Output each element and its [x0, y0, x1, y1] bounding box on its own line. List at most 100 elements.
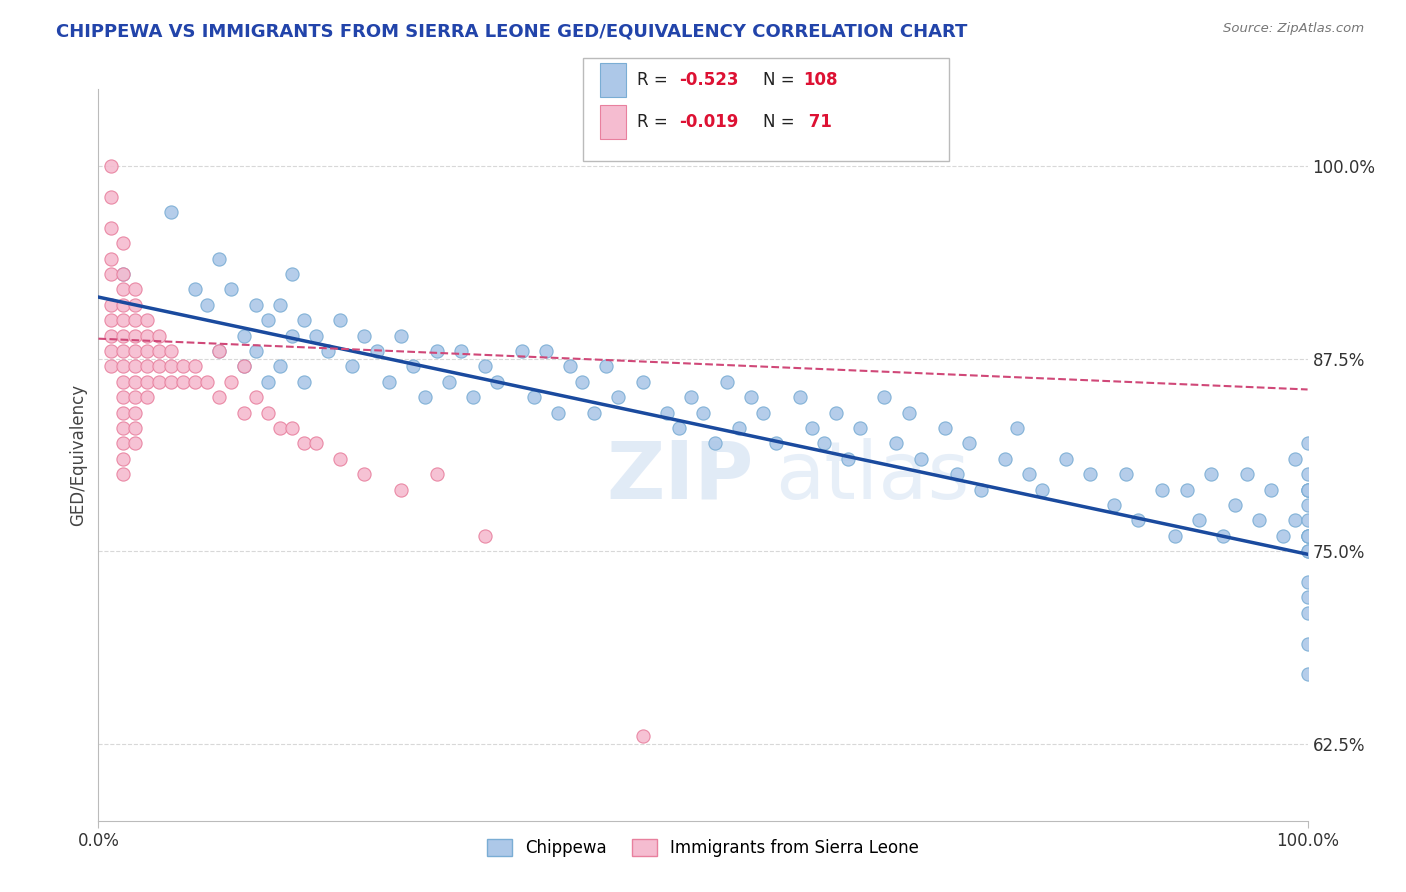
Point [426, 343, 449, 358]
Point [1018, 467, 1040, 482]
Point [124, 421, 146, 435]
Text: atlas: atlas [776, 438, 970, 516]
Point [135, 328, 157, 343]
Point [111, 236, 134, 251]
Point [1296, 467, 1319, 482]
Point [631, 729, 654, 743]
Point [111, 267, 134, 281]
Point [111, 467, 134, 482]
Point [1284, 513, 1306, 527]
Point [523, 390, 546, 404]
Point [837, 451, 859, 466]
Point [100, 359, 122, 374]
Point [571, 375, 593, 389]
Point [148, 343, 170, 358]
Point [1296, 498, 1319, 512]
Point [111, 298, 134, 312]
Point [1188, 513, 1211, 527]
Point [1296, 513, 1319, 527]
Point [402, 359, 425, 374]
Point [256, 406, 278, 420]
Point [957, 436, 980, 450]
Point [111, 421, 134, 435]
Point [100, 252, 122, 266]
Point [124, 313, 146, 327]
Point [208, 343, 231, 358]
Point [1031, 483, 1053, 497]
Point [558, 359, 581, 374]
Point [184, 359, 207, 374]
Point [221, 282, 243, 296]
Point [1078, 467, 1101, 482]
Point [124, 436, 146, 450]
Point [269, 298, 291, 312]
Text: ZIP: ZIP [606, 438, 754, 516]
Point [148, 375, 170, 389]
Point [910, 451, 932, 466]
Point [450, 343, 472, 358]
Point [245, 343, 267, 358]
Point [184, 282, 207, 296]
Point [1128, 513, 1150, 527]
Point [668, 421, 690, 435]
Point [292, 436, 315, 450]
Point [111, 282, 134, 296]
Point [184, 375, 207, 389]
Point [124, 390, 146, 404]
Point [1296, 544, 1319, 558]
Point [728, 421, 751, 435]
Point [1115, 467, 1137, 482]
Point [160, 205, 183, 219]
Point [474, 529, 496, 543]
Point [849, 421, 872, 435]
Point [1249, 513, 1271, 527]
Point [124, 375, 146, 389]
Point [1296, 574, 1319, 589]
Point [160, 359, 183, 374]
Text: Source: ZipAtlas.com: Source: ZipAtlas.com [1223, 22, 1364, 36]
Point [111, 313, 134, 327]
Point [256, 375, 278, 389]
Text: 108: 108 [803, 71, 838, 89]
Point [1260, 483, 1282, 497]
Point [111, 343, 134, 358]
Point [426, 467, 449, 482]
Point [1152, 483, 1174, 497]
Point [111, 328, 134, 343]
Point [111, 390, 134, 404]
Point [148, 328, 170, 343]
Text: CHIPPEWA VS IMMIGRANTS FROM SIERRA LEONE GED/EQUIVALENCY CORRELATION CHART: CHIPPEWA VS IMMIGRANTS FROM SIERRA LEONE… [56, 22, 967, 40]
Point [1296, 544, 1319, 558]
Text: 71: 71 [803, 113, 832, 131]
Point [124, 328, 146, 343]
Legend: Chippewa, Immigrants from Sierra Leone: Chippewa, Immigrants from Sierra Leone [481, 832, 925, 863]
Point [100, 343, 122, 358]
Point [679, 390, 702, 404]
Point [547, 406, 569, 420]
Point [124, 343, 146, 358]
Point [111, 406, 134, 420]
Point [316, 343, 339, 358]
Point [1296, 483, 1319, 497]
Point [135, 313, 157, 327]
Point [583, 406, 606, 420]
Point [208, 390, 231, 404]
Point [765, 436, 787, 450]
Point [281, 421, 304, 435]
Point [256, 313, 278, 327]
Point [1175, 483, 1198, 497]
Point [232, 359, 254, 374]
Point [607, 390, 630, 404]
Point [1163, 529, 1185, 543]
Point [1296, 591, 1319, 605]
Point [111, 436, 134, 450]
Text: N =: N = [763, 71, 800, 89]
Point [1284, 451, 1306, 466]
Point [1296, 483, 1319, 497]
Point [1236, 467, 1258, 482]
Point [1223, 498, 1246, 512]
Point [195, 375, 218, 389]
Text: -0.019: -0.019 [679, 113, 738, 131]
Point [124, 359, 146, 374]
Point [389, 483, 412, 497]
